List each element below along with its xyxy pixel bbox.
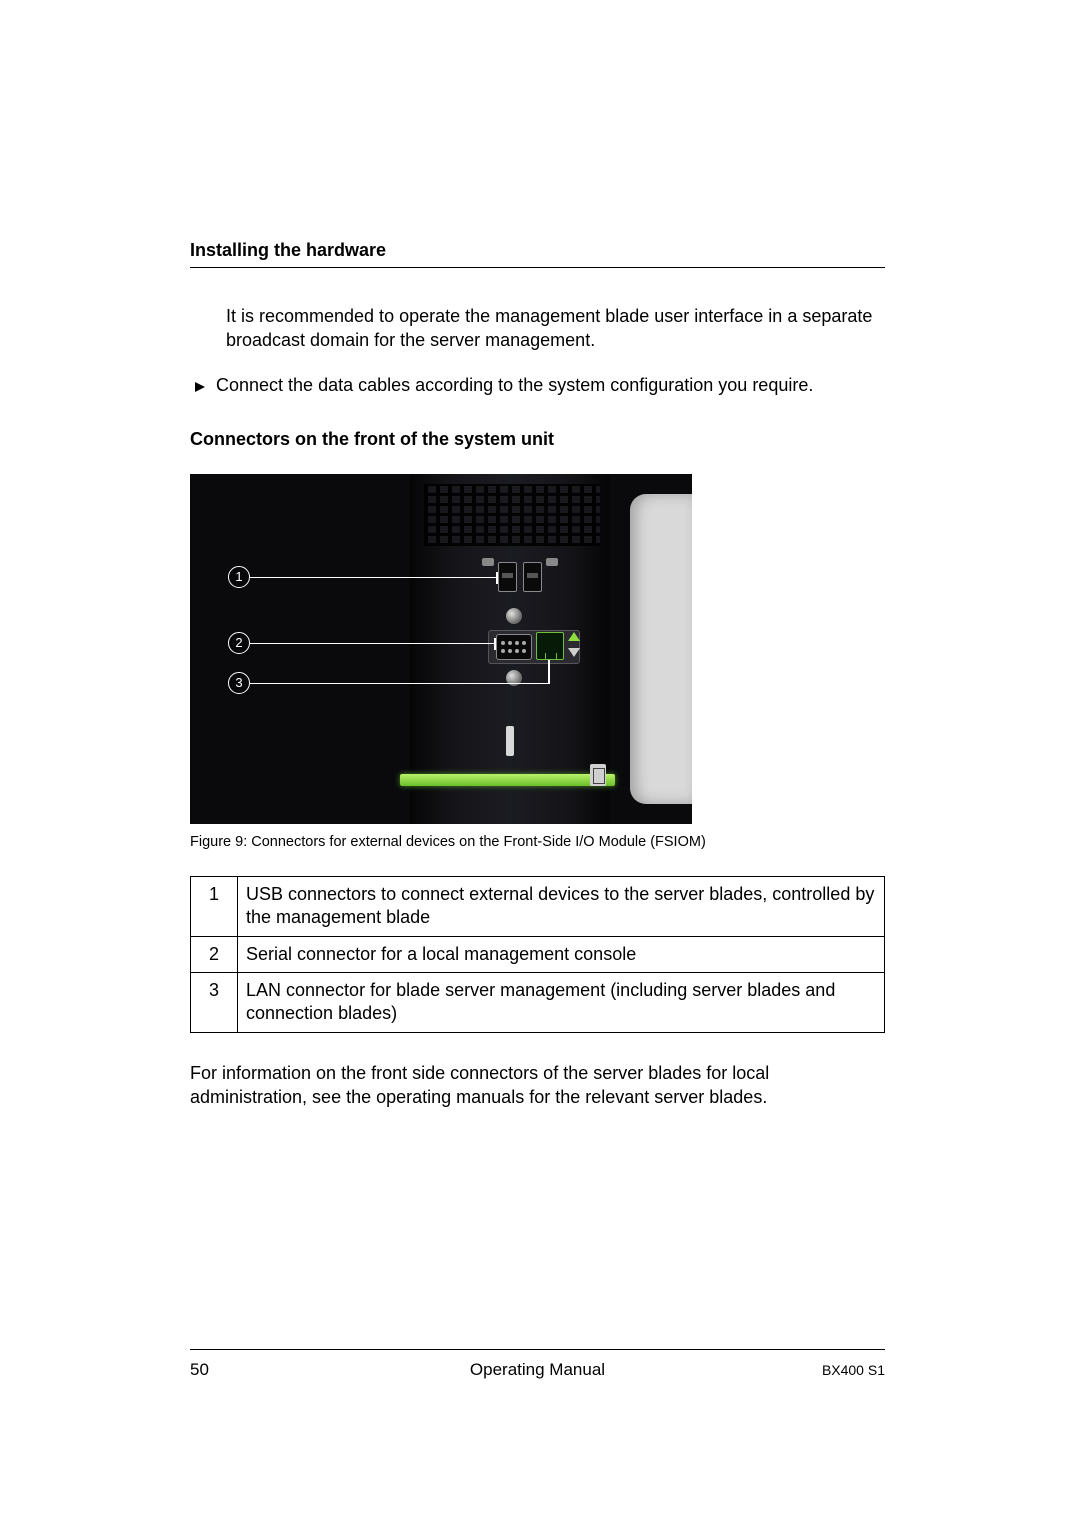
figure-fsiom-connectors: 1 2 3 xyxy=(190,474,692,824)
lan-port-icon xyxy=(536,632,564,660)
usb-port-icon xyxy=(498,562,517,592)
usb-glyph-icon xyxy=(482,558,494,566)
cell-text: LAN connector for blade server managemen… xyxy=(238,973,885,1033)
screw-icon xyxy=(506,608,522,624)
serial-port-icon xyxy=(496,634,532,660)
instruction-bullet: Connect the data cables according to the… xyxy=(194,373,885,399)
slot-mark-icon xyxy=(506,726,514,756)
instruction-text: Connect the data cables according to the… xyxy=(216,373,813,397)
callout-line xyxy=(250,577,496,579)
table-row: 3 LAN connector for blade server managem… xyxy=(191,973,885,1033)
table-row: 2 Serial connector for a local managemen… xyxy=(191,936,885,972)
callout-tick xyxy=(496,572,498,584)
page-number: 50 xyxy=(190,1360,340,1380)
footer-rule xyxy=(190,1349,885,1350)
cell-number: 2 xyxy=(191,936,238,972)
cell-text: Serial connector for a local management … xyxy=(238,936,885,972)
page-section-header: Installing the hardware xyxy=(190,240,885,268)
footer-model: BX400 S1 xyxy=(735,1362,885,1378)
cell-number: 1 xyxy=(191,876,238,936)
subsection-header: Connectors on the front of the system un… xyxy=(190,429,885,450)
cell-text: USB connectors to connect external devic… xyxy=(238,876,885,936)
callout-1: 1 xyxy=(228,566,250,588)
callout-tick xyxy=(494,638,496,650)
callout-line xyxy=(250,683,548,685)
vent-grille xyxy=(424,484,600,546)
label-badge-icon xyxy=(590,764,606,786)
cell-number: 3 xyxy=(191,973,238,1033)
device-handle xyxy=(630,494,692,804)
callout-2: 2 xyxy=(228,632,250,654)
usb-ports xyxy=(498,562,542,592)
closing-paragraph: For information on the front side connec… xyxy=(190,1061,885,1110)
callout-tick xyxy=(548,660,550,684)
usb-glyph-icon xyxy=(546,558,558,566)
footer-title: Operating Manual xyxy=(340,1360,735,1380)
table-row: 1 USB connectors to connect external dev… xyxy=(191,876,885,936)
figure-caption: Figure 9: Connectors for external device… xyxy=(190,834,885,850)
led-down-icon xyxy=(568,648,580,657)
callout-line xyxy=(250,643,494,645)
usb-port-icon xyxy=(523,562,542,592)
intro-paragraph: It is recommended to operate the managem… xyxy=(226,304,885,353)
triangle-bullet-icon xyxy=(194,373,216,399)
led-up-icon xyxy=(568,632,580,641)
connector-table: 1 USB connectors to connect external dev… xyxy=(190,876,885,1033)
page: Installing the hardware It is recommende… xyxy=(0,0,1080,1528)
green-strip xyxy=(400,774,615,786)
callout-3: 3 xyxy=(228,672,250,694)
page-footer: 50 Operating Manual BX400 S1 xyxy=(190,1349,885,1380)
